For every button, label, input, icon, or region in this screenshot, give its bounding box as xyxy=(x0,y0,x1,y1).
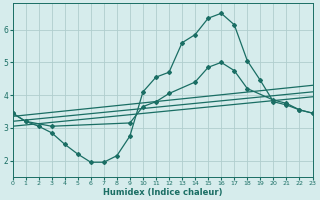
X-axis label: Humidex (Indice chaleur): Humidex (Indice chaleur) xyxy=(103,188,222,197)
